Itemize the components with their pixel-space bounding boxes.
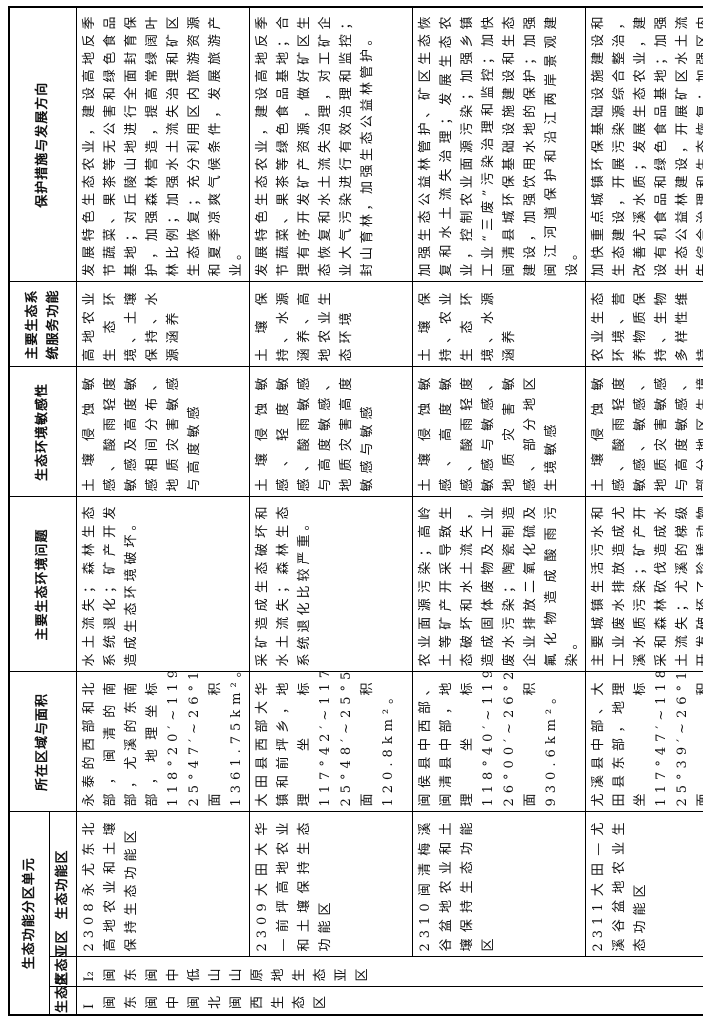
rotated-table-container: 生态功能分区单元 所在区域与面积 主要生态环境问题 生态环境敏感性 主要生态系统…: [8, 5, 703, 1016]
col-header-zoning-unit-group: 生态功能分区单元: [9, 811, 49, 1015]
cell-sensitivity-2310: 土壤侵蚀敏感、高度敏感、酸雨轻度敏感与敏感、地质灾害敏感、部分地区生境敏感: [412, 366, 585, 497]
table-row-2309: 2309大田大华—前坪高地农业和土壤保持生态功能区 大田县西部大华镇和前坪乡，地…: [249, 6, 412, 1015]
cell-location-2308: 永泰的西部和北部，闽清的南部，尤溪的东南部，地理坐标118°20′~119°04…: [76, 671, 249, 812]
cell-unit-2309: 2309大田大华—前坪高地农业和土壤保持生态功能区: [249, 811, 412, 957]
col-header-env-problems: 主要生态环境问题: [9, 496, 76, 672]
cell-problems-2309: 采矿造成生态破坏和水土流失；森林生态系统退化比较严重。: [249, 496, 412, 672]
col-header-eco-subregion: 生态亚区: [49, 929, 76, 987]
cell-location-2309: 大田县西部大华镇和前坪乡，地理坐标117°42′~117°49′E，25°48′…: [249, 671, 412, 812]
cell-problems-2310: 农业面源污染；高岭土等矿产开采导致生态破坏和水土流失，造成固体废物及工业废水污染…: [412, 496, 585, 672]
cell-unit-2310: 2310闽清梅溪谷盆地农业和土壤保持生态功能区: [412, 811, 585, 957]
col-header-env-sensitivity: 生态环境敏感性: [9, 366, 76, 497]
cell-services-2311: 农业生态环境、营养物质保持、生物多样性维持: [585, 281, 703, 367]
cell-sensitivity-2309: 土壤侵蚀敏感、轻度敏感、酸雨敏感与高度敏感、地质灾害高度敏感与敏感: [249, 366, 412, 497]
table-row-2308: I闽东闽中闽北闽西生态区 I₂闽东闽中低山山原地生态亚区 2308永尤东北高地农…: [76, 6, 703, 1015]
cell-problems-2311: 主要城镇生活污水和工业废水排放造成尤溪水质污染；矿产开采和森林砍伐造成水土流失；…: [585, 496, 703, 672]
cell-sensitivity-2311: 土壤侵蚀敏感、酸雨轻度敏感、敏感、地质灾害敏感与高度敏感、部分地区生境高度敏感: [585, 366, 703, 497]
cell-services-2309: 土壤保持、水源涵养、高地农业生态环境: [249, 281, 412, 367]
cell-location-2311: 尤溪县中部、大田县东部，地理坐标117°47′~118°20′E，25°39′~…: [585, 671, 703, 812]
cell-unit-2308: 2308永尤东北高地农业和土壤保持生态功能区: [76, 811, 249, 957]
cell-measures-2311: 加快重点城镇环保基础设施建设和生态建设，开展污染源综合整治，改善尤溪水质；发展生…: [585, 6, 703, 282]
cell-sensitivity-2308: 土壤侵蚀敏感、酸雨轻度敏感及高度敏感相间分布、地质灾害敏感与高度敏感: [76, 366, 249, 497]
header-row-1: 生态功能分区单元 所在区域与面积 主要生态环境问题 生态环境敏感性 主要生态系统…: [9, 6, 76, 1015]
cell-measures-2310: 加强生态公益林管护、矿区生态恢复和水土流失治理；发展生态农业，控制农业面源污染；…: [412, 6, 585, 282]
col-header-ecosystem-services: 主要生态系统服务功能: [9, 281, 76, 367]
table-row-2311: 2311大田—尤溪谷盆地农业生态功能区 尤溪县中部、大田县东部，地理坐标117°…: [585, 6, 703, 1015]
col-header-location-area: 所在区域与面积: [9, 671, 76, 812]
col-header-protection-measures: 保护措施与发展方向: [9, 6, 76, 282]
cell-unit-2311: 2311大田—尤溪谷盆地农业生态功能区: [585, 811, 703, 957]
cell-measures-2308: 发展特色生态农业，建设高地反季节蔬菜、果茶等无公害和绿色食品基地；对丘陵山地进行…: [76, 6, 249, 282]
col-header-eco-region: 生态区: [49, 971, 76, 1015]
cell-problems-2308: 水土流失；森林生态系统退化；矿产开发造成生态环境破坏。: [76, 496, 249, 672]
cell-services-2308: 高地农业生态环境、土壤保持、水源涵养: [76, 281, 249, 367]
cell-measures-2309: 发展特色生态农业，建设高地反季节蔬菜、果茶等绿色食品基地；合理有序开发矿产资源，…: [249, 6, 412, 282]
cell-location-2310: 闽侯县中西部、闽清县中部，地理坐标118°40′~119°12′E，26°00′…: [412, 671, 585, 812]
table-row-2310: 2310闽清梅溪谷盆地农业和土壤保持生态功能区 闽侯县中西部、闽清县中部，地理坐…: [412, 6, 585, 1015]
eco-function-zoning-table: 生态功能分区单元 所在区域与面积 主要生态环境问题 生态环境敏感性 主要生态系统…: [8, 5, 703, 1016]
cell-eco-subregion-merged: I₂闽东闽中低山山原地生态亚区: [76, 957, 703, 987]
cell-services-2310: 土壤保持、农业生态环境、水源涵养: [412, 281, 585, 367]
cell-eco-region-merged: I闽东闽中闽北闽西生态区: [76, 987, 703, 1015]
